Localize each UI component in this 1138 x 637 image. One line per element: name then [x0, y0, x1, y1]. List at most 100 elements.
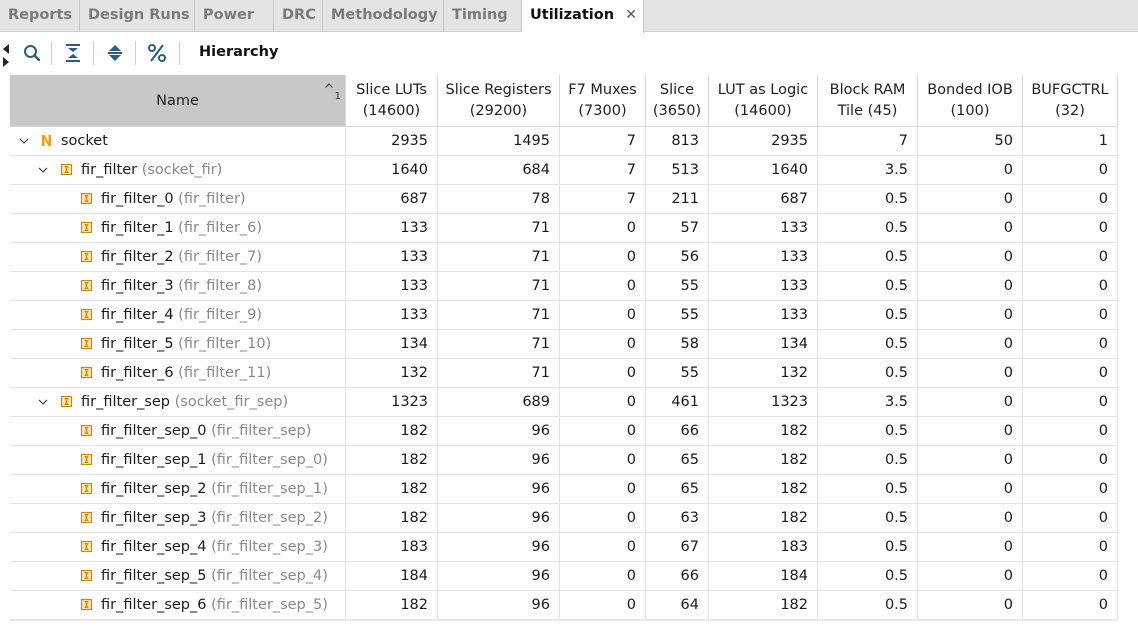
value-cell: 0 — [1023, 504, 1118, 532]
hierarchy-name-cell: fir_filter_sep_6 (fir_filter_sep_5) — [10, 591, 346, 619]
value-cell: 132 — [709, 359, 818, 387]
table-row[interactable]: fir_filter_0 (fir_filter) 687 78 7 211 687 0.5… — [10, 185, 1118, 214]
module-type: (socket_fir_sep) — [174, 394, 289, 410]
column-header[interactable]: Name 1 — [10, 75, 346, 127]
value-cell: 0 — [560, 504, 646, 532]
value-cell: 0 — [918, 388, 1023, 416]
collapse-right-arrow-icon[interactable] — [3, 57, 9, 67]
module-icon — [80, 221, 93, 234]
top-module-icon — [42, 135, 51, 146]
value-cell: 3.5 — [818, 156, 918, 184]
column-header[interactable]: Slice Registers (29200) — [438, 75, 560, 127]
chevron-down-icon[interactable] — [38, 397, 48, 407]
value-cell: 0 — [918, 359, 1023, 387]
table-row[interactable]: fir_filter_sep_1 (fir_filter_sep_0) 182 96… — [10, 446, 1118, 475]
table-row[interactable]: fir_filter_sep_2 (fir_filter_sep_1) 182 96… — [10, 475, 1118, 504]
table-row[interactable]: fir_filter_sep_5 (fir_filter_sep_4) 184 96… — [10, 562, 1118, 591]
tab-bar: Reports Design Runs Power DRC Methodolog… — [0, 0, 1138, 33]
instance-name: fir_filter — [81, 162, 138, 178]
value-cell: 64 — [646, 591, 709, 619]
percent-icon[interactable] — [146, 42, 168, 64]
value-cell: 63 — [646, 504, 709, 532]
value-cell: 133 — [709, 272, 818, 300]
collapse-all-icon[interactable] — [62, 42, 84, 64]
value-cell: 0 — [918, 504, 1023, 532]
value-cell: 133 — [346, 272, 438, 300]
value-cell: 0 — [1023, 272, 1118, 300]
expand-all-icon[interactable] — [104, 42, 126, 64]
table-row[interactable]: fir_filter_2 (fir_filter_7) 133 71 0 56 133 0.… — [10, 243, 1118, 272]
table-row[interactable]: fir_filter_5 (fir_filter_10) 134 71 0 58 134 0… — [10, 330, 1118, 359]
table-row[interactable]: fir_filter_sep_4 (fir_filter_sep_3) 183 96… — [10, 533, 1118, 562]
search-icon[interactable] — [21, 42, 43, 64]
value-cell: 0 — [918, 330, 1023, 358]
table-row[interactable]: fir_filter_sep_0 (fir_filter_sep) 182 96 0 6… — [10, 417, 1118, 446]
hierarchy-name-cell: fir_filter_sep (socket_fir_sep) — [10, 388, 346, 416]
value-cell: 133 — [709, 301, 818, 329]
tab-design-runs[interactable]: Design Runs — [80, 0, 195, 32]
module-icon — [80, 192, 93, 205]
table-row[interactable]: fir_filter_4 (fir_filter_9) 133 71 0 55 133 0.… — [10, 301, 1118, 330]
value-cell: 183 — [709, 533, 818, 561]
value-cell: 2935 — [709, 127, 818, 155]
column-header-capacity: (7300) — [578, 103, 627, 119]
instance-label: fir_filter_0 (fir_filter) — [101, 185, 246, 213]
module-type: (fir_filter_sep) — [211, 423, 312, 439]
value-cell: 67 — [646, 533, 709, 561]
tab-drc[interactable]: DRC — [274, 0, 323, 32]
tab-methodology[interactable]: Methodology — [323, 0, 444, 32]
column-header[interactable]: Slice (3650) — [646, 75, 709, 127]
module-icon — [80, 424, 93, 437]
column-header[interactable]: LUT as Logic (14600) — [709, 75, 818, 127]
instance-label: fir_filter_sep_1 (fir_filter_sep_0) — [101, 446, 328, 474]
column-header-capacity: Tile (45) — [837, 103, 898, 119]
hierarchy-name-cell: socket — [10, 127, 346, 155]
column-header[interactable]: Block RAM Tile (45) — [818, 75, 918, 127]
collapse-left-arrow-icon[interactable] — [3, 44, 9, 54]
column-header[interactable]: Slice LUTs (14600) — [346, 75, 438, 127]
table-row[interactable]: fir_filter (socket_fir) 1640 684 7 513 1640 3.… — [10, 156, 1118, 185]
value-cell: 182 — [709, 504, 818, 532]
value-cell: 0 — [1023, 214, 1118, 242]
value-cell: 1 — [1023, 127, 1118, 155]
value-cell: 0 — [918, 272, 1023, 300]
value-cell: 2935 — [346, 127, 438, 155]
value-cell: 96 — [438, 504, 560, 532]
table-row[interactable]: fir_filter_sep_3 (fir_filter_sep_2) 182 96… — [10, 504, 1118, 533]
value-cell: 182 — [346, 504, 438, 532]
value-cell: 66 — [646, 417, 709, 445]
value-cell: 0.5 — [818, 446, 918, 474]
value-cell: 182 — [346, 446, 438, 474]
table-row[interactable]: fir_filter_3 (fir_filter_8) 133 71 0 55 133 0.… — [10, 272, 1118, 301]
value-cell: 0.5 — [818, 417, 918, 445]
tab-power[interactable]: Power — [195, 0, 274, 32]
column-header[interactable]: F7 Muxes (7300) — [560, 75, 646, 127]
chevron-down-icon[interactable] — [38, 165, 48, 175]
toolbar-separator — [93, 41, 94, 65]
hierarchy-name-cell: fir_filter_sep_5 (fir_filter_sep_4) — [10, 562, 346, 590]
table-row[interactable]: fir_filter_1 (fir_filter_6) 133 71 0 57 133 0.… — [10, 214, 1118, 243]
value-cell: 1495 — [438, 127, 560, 155]
value-cell: 55 — [646, 359, 709, 387]
column-header[interactable]: Bonded IOB (100) — [918, 75, 1023, 127]
tab-reports[interactable]: Reports — [0, 0, 80, 32]
value-cell: 0 — [1023, 330, 1118, 358]
column-header-label: Block RAM — [829, 82, 906, 98]
value-cell: 0.5 — [818, 214, 918, 242]
chevron-down-icon[interactable] — [19, 136, 29, 146]
column-header[interactable]: BUFGCTRL (32) — [1023, 75, 1118, 127]
table-row[interactable]: socket 2935 1495 7 813 2935 7 50 1 — [10, 127, 1118, 156]
value-cell: 0 — [918, 475, 1023, 503]
column-header-capacity: (29200) — [469, 103, 528, 119]
table-row[interactable]: fir_filter_sep (socket_fir_sep) 1323 689 0 4… — [10, 388, 1118, 417]
hierarchy-name-cell: fir_filter_1 (fir_filter_6) — [10, 214, 346, 242]
value-cell: 182 — [346, 475, 438, 503]
hierarchy-name-cell: fir_filter_sep_2 (fir_filter_sep_1) — [10, 475, 346, 503]
table-row[interactable]: fir_filter_6 (fir_filter_11) 132 71 0 55 132 0… — [10, 359, 1118, 388]
module-type: (fir_filter_sep_3) — [211, 539, 328, 555]
tab-utilization[interactable]: Utilization ✕ — [522, 0, 644, 33]
table-row[interactable]: fir_filter_sep_6 (fir_filter_sep_5) 182 96… — [10, 591, 1118, 620]
close-icon[interactable]: ✕ — [625, 7, 637, 23]
tab-timing[interactable]: Timing — [444, 0, 522, 32]
value-cell: 0 — [1023, 185, 1118, 213]
